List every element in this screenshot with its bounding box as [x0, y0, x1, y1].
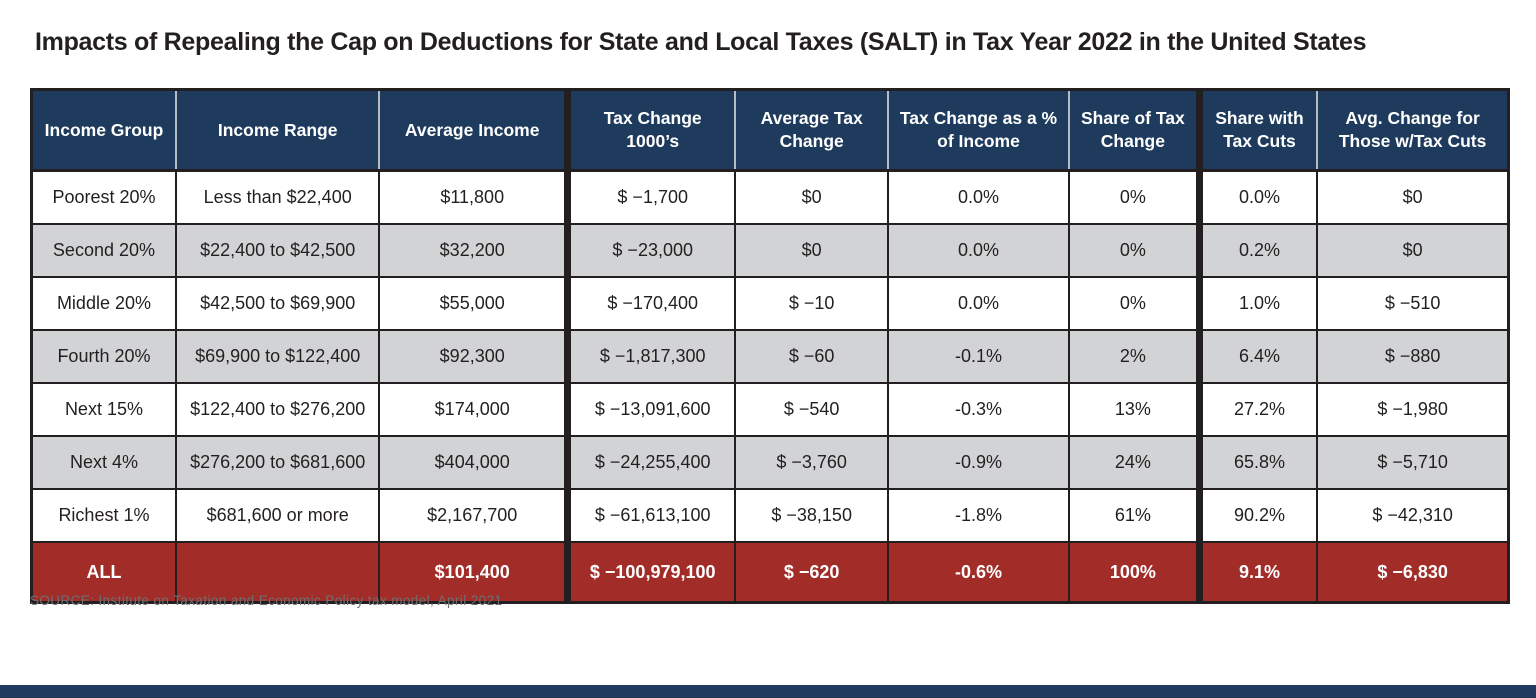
table-cell: 0.0%	[886, 169, 1071, 225]
table-row: Poorest 20% Less than $22,400 $11,800 $ −1,…	[30, 169, 1510, 225]
table-row: Richest 1% $681,600 or more $2,167,700 $ −6…	[30, 488, 1510, 543]
table-cell: 0.2%	[1195, 223, 1319, 278]
table-cell: 0%	[1068, 169, 1201, 225]
table-cell: 0%	[1068, 276, 1201, 331]
table-cell: $ −3,760	[734, 435, 889, 490]
table-row: Next 4% $276,200 to $681,600 $404,000 $ −24…	[30, 435, 1510, 490]
total-cell: $ −6,830	[1316, 541, 1510, 604]
table-cell: $ −13,091,600	[564, 382, 737, 437]
table-cell: $0	[734, 169, 889, 225]
table-cell: $32,200	[378, 223, 569, 278]
table-cell: $ −5,710	[1316, 435, 1510, 490]
table-cell: Second 20%	[30, 223, 177, 278]
table-cell: $ −38,150	[734, 488, 889, 543]
table-cell: 1.0%	[1195, 276, 1319, 331]
table-cell: $55,000	[378, 276, 569, 331]
table-cell: Next 15%	[30, 382, 177, 437]
total-row: ALL $101,400 $ −100,979,100 $ −620 -0.6% 100%…	[30, 541, 1510, 604]
table-cell: $ −1,980	[1316, 382, 1510, 437]
table-cell: $11,800	[378, 169, 569, 225]
table-cell: Less than $22,400	[174, 169, 381, 225]
total-cell: $ −620	[734, 541, 889, 604]
table-cell: 27.2%	[1195, 382, 1319, 437]
table-cell: 2%	[1068, 329, 1201, 384]
footer-strip	[0, 685, 1536, 698]
source-note: SOURCE: Institute on Taxation and Econom…	[30, 593, 503, 608]
total-cell: 9.1%	[1195, 541, 1319, 604]
column-header-6: Tax Change as a % of Income	[886, 88, 1070, 172]
table-cell: Fourth 20%	[30, 329, 177, 384]
table-cell: Poorest 20%	[30, 169, 177, 225]
table-header-row: Income Group Income Range Average Income Ta…	[29, 88, 1509, 172]
table-cell: $276,200 to $681,600	[174, 435, 381, 490]
table-row: Middle 20% $42,500 to $69,900 $55,000 $ −17…	[30, 276, 1510, 331]
table-cell: $ −10	[734, 276, 889, 331]
table-cell: $0	[734, 223, 889, 278]
total-cell: $ −100,979,100	[564, 541, 737, 604]
total-cell: -0.6%	[886, 541, 1071, 604]
table-cell: 61%	[1068, 488, 1201, 543]
table-cell: $69,900 to $122,400	[174, 329, 381, 384]
table-cell: Next 4%	[30, 435, 177, 490]
table-cell: $ −540	[734, 382, 889, 437]
table-cell: $ −510	[1316, 276, 1510, 331]
table-cell: $0	[1316, 223, 1510, 278]
table-cell: 6.4%	[1195, 329, 1319, 384]
salt-impact-table: Income Group Income Range Average Income Ta…	[29, 88, 1510, 604]
column-header-4: Tax Change 1000’s	[564, 88, 736, 172]
total-cell	[174, 541, 381, 604]
column-header-9: Avg. Change for Those w/Tax Cuts	[1316, 88, 1509, 172]
table-cell: $681,600 or more	[174, 488, 381, 543]
table-cell: 0.0%	[886, 276, 1071, 331]
table-cell: Middle 20%	[30, 276, 177, 331]
table-cell: $92,300	[378, 329, 569, 384]
table-cell: $22,400 to $42,500	[174, 223, 381, 278]
column-header-2: Income Range	[174, 88, 380, 172]
table-row: Fourth 20% $69,900 to $122,400 $92,300 $ −1…	[30, 329, 1510, 384]
table-cell: -1.8%	[886, 488, 1071, 543]
column-header-7: Share of Tax Change	[1068, 88, 1200, 172]
column-header-1: Income Group	[29, 88, 176, 172]
table-cell: $ −61,613,100	[564, 488, 737, 543]
table-cell: -0.3%	[886, 382, 1071, 437]
table-cell: 0.0%	[1195, 169, 1319, 225]
column-header-8: Share with Tax Cuts	[1195, 88, 1318, 172]
table-cell: $ −23,000	[564, 223, 737, 278]
table-cell: 90.2%	[1195, 488, 1319, 543]
table-cell: $ −60	[734, 329, 889, 384]
table-row: Second 20% $22,400 to $42,500 $32,200 $ −23…	[30, 223, 1510, 278]
table-cell: $42,500 to $69,900	[174, 276, 381, 331]
table-cell: Richest 1%	[30, 488, 177, 543]
table-cell: $ −42,310	[1316, 488, 1510, 543]
table-cell: $ −880	[1316, 329, 1510, 384]
table-cell: 13%	[1068, 382, 1201, 437]
table-cell: $ −1,700	[564, 169, 737, 225]
table-cell: 65.8%	[1195, 435, 1319, 490]
table-cell: $174,000	[378, 382, 569, 437]
column-header-5: Average Tax Change	[734, 88, 888, 172]
table-cell: 0%	[1068, 223, 1201, 278]
total-cell: $101,400	[378, 541, 569, 604]
chart-title: Impacts of Repealing the Cap on Deductio…	[35, 28, 1367, 56]
table-cell: $404,000	[378, 435, 569, 490]
total-cell: ALL	[30, 541, 177, 604]
table-row: Next 15% $122,400 to $276,200 $174,000 $ −1…	[30, 382, 1510, 437]
total-cell: 100%	[1068, 541, 1201, 604]
table-cell: 0.0%	[886, 223, 1071, 278]
table-cell: $122,400 to $276,200	[174, 382, 381, 437]
table-cell: -0.1%	[886, 329, 1071, 384]
table-cell: -0.9%	[886, 435, 1071, 490]
table-cell: $ −24,255,400	[564, 435, 737, 490]
table-cell: $0	[1316, 169, 1510, 225]
table-cell: $ −1,817,300	[564, 329, 737, 384]
table-cell: 24%	[1068, 435, 1201, 490]
column-header-3: Average Income	[378, 88, 568, 172]
table-cell: $2,167,700	[378, 488, 569, 543]
table-cell: $ −170,400	[564, 276, 737, 331]
